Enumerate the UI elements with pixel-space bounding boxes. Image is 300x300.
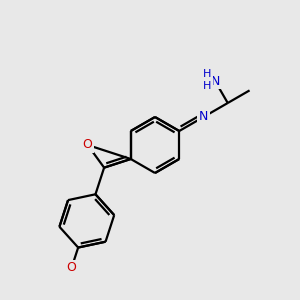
Text: H: H [203, 69, 211, 79]
Text: H: H [203, 81, 211, 91]
Text: N: N [211, 75, 220, 88]
Text: O: O [83, 139, 93, 152]
Text: O: O [67, 261, 76, 274]
Text: N: N [199, 110, 208, 124]
